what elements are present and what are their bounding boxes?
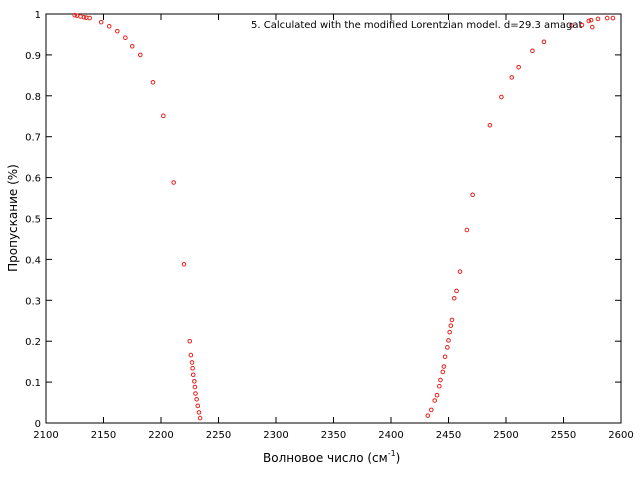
data-point bbox=[171, 180, 176, 185]
data-point bbox=[470, 192, 475, 198]
data-point bbox=[138, 52, 143, 58]
data-point bbox=[438, 377, 443, 383]
data-point bbox=[487, 122, 493, 128]
data-point bbox=[123, 35, 128, 41]
data-point bbox=[530, 48, 535, 54]
x-axis-label-main: Волновое число (см bbox=[263, 451, 388, 465]
data-point bbox=[192, 384, 198, 390]
data-point bbox=[541, 39, 547, 45]
data-point bbox=[187, 338, 193, 344]
x-tick-label: 2200 bbox=[148, 430, 173, 441]
data-point bbox=[189, 360, 195, 365]
x-tick-label: 2400 bbox=[378, 430, 403, 441]
y-axis-label: Пропускание (%) bbox=[6, 164, 20, 272]
x-tick-label: 2550 bbox=[551, 430, 576, 441]
x-tick-label: 2150 bbox=[91, 430, 116, 441]
data-point bbox=[98, 19, 104, 25]
x-axis-label-end: ) bbox=[396, 451, 401, 465]
data-point bbox=[181, 262, 187, 267]
data-point bbox=[445, 345, 450, 350]
data-point bbox=[589, 24, 595, 30]
y-tick-label: 0.5 bbox=[25, 215, 41, 226]
legend-marker bbox=[579, 22, 585, 28]
y-tick-label: 0.3 bbox=[25, 296, 41, 307]
data-point bbox=[190, 365, 195, 371]
data-point bbox=[72, 12, 78, 18]
data-point bbox=[604, 15, 610, 21]
data-point bbox=[129, 44, 135, 49]
data-point bbox=[161, 113, 166, 119]
y-tick-label: 0 bbox=[35, 419, 41, 430]
y-tick-label: 0.9 bbox=[25, 51, 41, 62]
data-point bbox=[437, 383, 442, 389]
data-point bbox=[454, 288, 459, 294]
x-tick-label: 2500 bbox=[493, 430, 518, 441]
data-point bbox=[499, 94, 504, 100]
x-axis-label-superscript: -1 bbox=[388, 449, 396, 458]
x-axis-label: Волновое число (см-1) bbox=[263, 449, 400, 465]
data-point bbox=[195, 403, 201, 409]
data-point bbox=[196, 410, 202, 415]
data-point bbox=[434, 392, 440, 398]
legend-entry: 5. Calculated with the modified Lorentzi… bbox=[251, 20, 583, 31]
data-point bbox=[449, 317, 455, 323]
data-point bbox=[188, 352, 194, 358]
data-point bbox=[516, 64, 521, 70]
y-tick-label: 1 bbox=[35, 10, 41, 21]
data-point bbox=[442, 354, 448, 360]
y-tick-labels: 0 0.1 0.2 0.3 0.4 0.5 0.6 0.7 0.8 0.9 1 bbox=[25, 10, 41, 430]
data-point bbox=[441, 364, 447, 369]
data-point bbox=[425, 413, 431, 418]
data-point bbox=[190, 372, 196, 378]
plot-frame bbox=[45, 13, 622, 424]
axis-ticks bbox=[45, 13, 622, 424]
data-point bbox=[595, 16, 601, 22]
y-tick-label: 0.1 bbox=[25, 378, 41, 389]
data-point bbox=[428, 407, 434, 413]
y-tick-label: 0.6 bbox=[25, 174, 41, 185]
data-point bbox=[106, 23, 112, 29]
data-point bbox=[586, 18, 592, 24]
data-point bbox=[150, 80, 156, 85]
data-point bbox=[610, 15, 616, 21]
data-point bbox=[192, 378, 197, 384]
x-tick-label: 2300 bbox=[263, 430, 288, 441]
series-points bbox=[72, 12, 616, 421]
data-point bbox=[446, 338, 451, 343]
data-point bbox=[448, 323, 454, 328]
y-tick-label: 0.2 bbox=[25, 337, 41, 348]
x-tick-label: 2350 bbox=[321, 430, 346, 441]
data-point bbox=[440, 369, 446, 375]
data-point bbox=[457, 269, 463, 274]
data-point bbox=[87, 15, 92, 21]
data-point bbox=[432, 398, 438, 403]
x-tick-label: 2250 bbox=[206, 430, 231, 441]
x-tick-label: 2100 bbox=[33, 430, 58, 441]
x-tick-label: 2450 bbox=[436, 430, 461, 441]
x-tick-label: 2600 bbox=[608, 430, 633, 441]
x-tick-labels: 2100 2150 2200 2250 2300 2350 2400 2450 2500 2550… bbox=[33, 430, 633, 441]
data-point bbox=[197, 415, 203, 421]
y-tick-label: 0.4 bbox=[25, 255, 41, 266]
data-point bbox=[193, 391, 198, 396]
data-point bbox=[569, 23, 574, 28]
data-point bbox=[194, 396, 199, 402]
data-point bbox=[588, 17, 594, 23]
data-point bbox=[447, 329, 452, 335]
y-tick-label: 0.8 bbox=[25, 92, 41, 103]
data-point bbox=[115, 28, 120, 34]
data-point bbox=[81, 14, 87, 20]
data-point bbox=[451, 295, 457, 301]
data-point bbox=[509, 75, 515, 80]
data-point bbox=[464, 227, 470, 233]
y-tick-label: 0.7 bbox=[25, 133, 41, 144]
